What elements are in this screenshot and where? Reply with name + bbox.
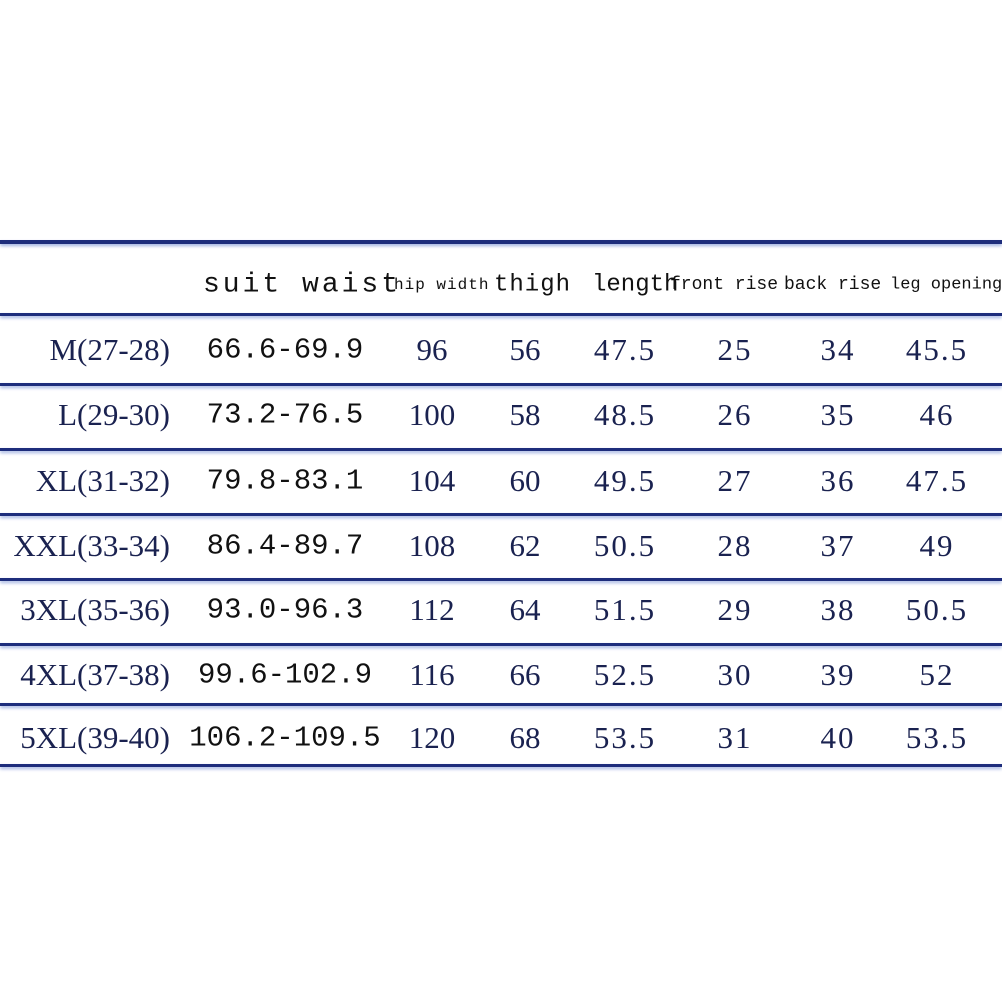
table-cell: 31 — [717, 720, 753, 755]
size-label: XXL(33-34) — [13, 528, 170, 563]
table-cell: 100 — [408, 397, 456, 432]
table-cell: 50.5 — [905, 592, 969, 627]
table-cell: 25 — [717, 332, 753, 367]
table-cell: 64 — [509, 592, 541, 627]
table-cell: 50.5 — [593, 528, 657, 563]
column-header: length — [592, 271, 679, 299]
table-cell: 35 — [820, 397, 856, 432]
column-header: hip width — [394, 276, 490, 294]
table-cell: 46 — [919, 397, 955, 432]
size-label: XL(31-32) — [35, 463, 170, 498]
table-cell: 52.5 — [593, 657, 657, 692]
table-cell: 49 — [919, 528, 955, 563]
row-divider — [0, 313, 1002, 316]
size-label: 4XL(37-38) — [20, 657, 170, 692]
row-divider — [0, 643, 1002, 646]
table-cell: 26 — [717, 397, 753, 432]
table-cell: 38 — [820, 592, 856, 627]
table-cell: 108 — [408, 528, 456, 563]
table-cell: 34 — [820, 332, 856, 367]
table-cell: 73.2-76.5 — [206, 398, 364, 432]
table-cell: 96 — [416, 332, 448, 367]
table-cell: 27 — [717, 463, 753, 498]
table-cell: 39 — [820, 657, 856, 692]
table-cell: 28 — [717, 528, 753, 563]
table-cell: 120 — [408, 720, 456, 755]
table-cell: 36 — [820, 463, 856, 498]
row-divider — [0, 448, 1002, 451]
table-cell: 37 — [820, 528, 856, 563]
table-cell: 53.5 — [593, 720, 657, 755]
table-cell: 116 — [409, 657, 455, 692]
size-label: M(27-28) — [49, 332, 170, 367]
table-cell: 62 — [509, 528, 541, 563]
table-cell: 56 — [509, 332, 541, 367]
size-label: L(29-30) — [58, 397, 170, 432]
table-cell: 93.0-96.3 — [206, 593, 364, 627]
table-cell: 45.5 — [905, 332, 969, 367]
table-cell: 86.4-89.7 — [206, 529, 364, 563]
column-header: leg opening — [890, 275, 1002, 295]
column-header: back rise — [784, 275, 882, 295]
row-divider — [0, 513, 1002, 516]
table-cell: 79.8-83.1 — [206, 464, 364, 498]
table-cell: 47.5 — [905, 463, 969, 498]
row-divider — [0, 383, 1002, 386]
column-header: front rise — [670, 275, 779, 295]
row-divider — [0, 764, 1002, 767]
table-cell: 48.5 — [593, 397, 657, 432]
column-header: thigh — [494, 271, 572, 299]
table-cell: 30 — [717, 657, 753, 692]
size-label: 5XL(39-40) — [20, 720, 170, 755]
table-cell: 49.5 — [593, 463, 657, 498]
table-cell: 51.5 — [593, 592, 657, 627]
row-divider — [0, 240, 1002, 244]
table-cell: 99.6-102.9 — [197, 658, 373, 692]
table-cell: 104 — [408, 463, 456, 498]
table-cell: 29 — [717, 592, 753, 627]
table-cell: 66 — [509, 657, 541, 692]
table-cell: 68 — [509, 720, 541, 755]
row-divider — [0, 578, 1002, 581]
row-divider — [0, 703, 1002, 706]
table-cell: 66.6-69.9 — [206, 333, 364, 367]
table-cell: 52 — [919, 657, 955, 692]
table-cell: 106.2-109.5 — [189, 721, 381, 755]
table-cell: 60 — [509, 463, 541, 498]
table-cell: 47.5 — [593, 332, 657, 367]
table-cell: 53.5 — [905, 720, 969, 755]
column-header: suit waist — [203, 269, 402, 301]
table-cell: 112 — [409, 592, 455, 627]
table-cell: 40 — [820, 720, 856, 755]
table-cell: 58 — [509, 397, 541, 432]
size-label: 3XL(35-36) — [20, 592, 170, 627]
